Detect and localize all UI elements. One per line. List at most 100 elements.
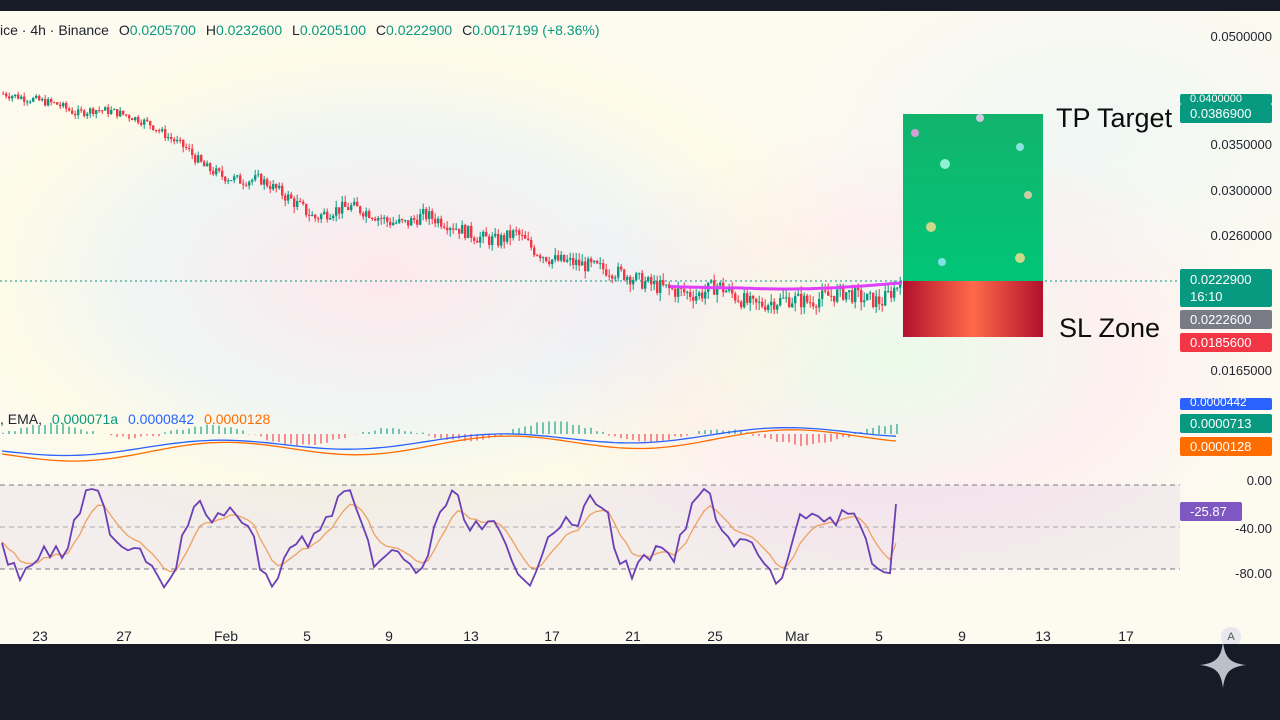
macd-histogram-bar bbox=[872, 427, 874, 434]
macd-histogram-bar bbox=[596, 431, 598, 434]
candle-body bbox=[86, 113, 89, 117]
macd-histogram-bar bbox=[2, 432, 4, 434]
top-bar bbox=[0, 0, 1280, 11]
macd-histogram-bar bbox=[524, 426, 526, 434]
candle-body bbox=[176, 139, 179, 142]
candle-body bbox=[869, 292, 872, 294]
macd-histogram-bar bbox=[494, 434, 496, 437]
candle-body bbox=[26, 101, 29, 103]
macd-histogram-bar bbox=[332, 434, 334, 440]
candle-body bbox=[755, 298, 758, 303]
candle-body bbox=[617, 266, 620, 278]
candle-body bbox=[164, 129, 167, 139]
sl-zone-label: SL Zone bbox=[1059, 313, 1161, 343]
candle-body bbox=[527, 238, 530, 241]
macd-histogram-bar bbox=[326, 434, 328, 443]
candle-body bbox=[317, 218, 320, 220]
candle-body bbox=[284, 195, 287, 201]
candle-body bbox=[440, 218, 443, 227]
candle-body bbox=[872, 292, 875, 308]
macd-legend-prefix: , EMA, bbox=[0, 411, 43, 427]
candle-body bbox=[842, 285, 845, 300]
candle-body bbox=[488, 236, 491, 246]
chart-area[interactable]: ice · 4h · Binance O0.0205700 H0.0232600… bbox=[0, 11, 1280, 644]
osc-axis-label: -80.00 bbox=[1235, 566, 1272, 581]
candle-body bbox=[833, 295, 836, 302]
candle-body bbox=[197, 155, 200, 163]
candle-body bbox=[677, 287, 680, 297]
candle-body bbox=[593, 260, 596, 263]
macd-histogram-bar bbox=[866, 428, 868, 434]
macd-histogram-bar bbox=[788, 434, 790, 443]
candle-body bbox=[887, 290, 890, 292]
candle-body bbox=[563, 254, 566, 262]
candle-body bbox=[878, 296, 881, 304]
high-value: 0.0232600 bbox=[215, 22, 283, 38]
candle-body bbox=[80, 109, 83, 111]
candle-body bbox=[809, 302, 812, 304]
candle-body bbox=[89, 108, 92, 114]
candle-body bbox=[422, 208, 425, 215]
macd-histogram-bar bbox=[314, 434, 316, 445]
macd-histogram-bar bbox=[530, 425, 532, 434]
candle-body bbox=[581, 261, 584, 266]
candle-body bbox=[506, 230, 509, 242]
candle-body bbox=[149, 121, 152, 126]
candle-body bbox=[209, 163, 212, 172]
macd-histogram-bar bbox=[20, 428, 22, 434]
close-label: C bbox=[375, 22, 387, 38]
candle-body bbox=[491, 236, 494, 246]
candle-body bbox=[845, 292, 848, 300]
macd-histogram-bar bbox=[848, 434, 850, 438]
macd-histogram-bar bbox=[824, 434, 826, 443]
candle-body bbox=[125, 114, 128, 116]
macd-histogram-bar bbox=[338, 434, 340, 439]
candle-body bbox=[413, 218, 416, 220]
candle-body bbox=[350, 205, 353, 210]
date-axis-label: 5 bbox=[303, 628, 311, 644]
osc-axis-label: 0.00 bbox=[1246, 473, 1272, 488]
macd-histogram-bar bbox=[140, 434, 142, 437]
candle-body bbox=[500, 235, 503, 246]
candle-body bbox=[20, 96, 23, 99]
candle-body bbox=[890, 290, 893, 298]
macd-histogram-bar bbox=[806, 434, 808, 446]
candle-body bbox=[110, 109, 113, 115]
candle-body bbox=[896, 287, 899, 289]
candle-body bbox=[620, 266, 623, 270]
candle-body bbox=[113, 109, 116, 111]
macd-histogram-bar bbox=[500, 434, 502, 436]
candle-body bbox=[812, 302, 815, 307]
candle-body bbox=[281, 185, 284, 196]
candle-body bbox=[347, 207, 350, 210]
candle-body bbox=[803, 295, 806, 308]
macd-histogram-bar bbox=[662, 434, 664, 441]
date-axis-label: 25 bbox=[707, 628, 723, 644]
candle-body bbox=[377, 218, 380, 221]
macd-histogram-bar bbox=[284, 434, 286, 445]
candle-body bbox=[395, 222, 398, 224]
candle-body bbox=[686, 291, 689, 293]
macd-top-tag: 0.0000442 bbox=[1180, 398, 1272, 410]
candle-body bbox=[227, 180, 230, 182]
tp-price-tag: 0.0386900 bbox=[1180, 104, 1272, 123]
candle-body bbox=[155, 129, 158, 131]
candle-body bbox=[140, 122, 143, 125]
candle-body bbox=[401, 219, 404, 221]
macd-histogram-bar bbox=[470, 434, 472, 442]
chart-canvas[interactable] bbox=[0, 11, 1280, 644]
candle-body bbox=[515, 230, 518, 232]
candle-body bbox=[638, 273, 641, 275]
candle-body bbox=[71, 110, 74, 114]
candle-body bbox=[185, 146, 188, 148]
candle-body bbox=[746, 293, 749, 303]
macd-histogram-bar bbox=[884, 426, 886, 434]
auto-scale-button[interactable]: A bbox=[1221, 627, 1241, 644]
candle-body bbox=[134, 117, 137, 121]
candle-body bbox=[326, 211, 329, 220]
candle-body bbox=[863, 300, 866, 303]
candle-body bbox=[152, 125, 155, 130]
candle-body bbox=[74, 113, 77, 116]
candle-body bbox=[311, 214, 314, 217]
